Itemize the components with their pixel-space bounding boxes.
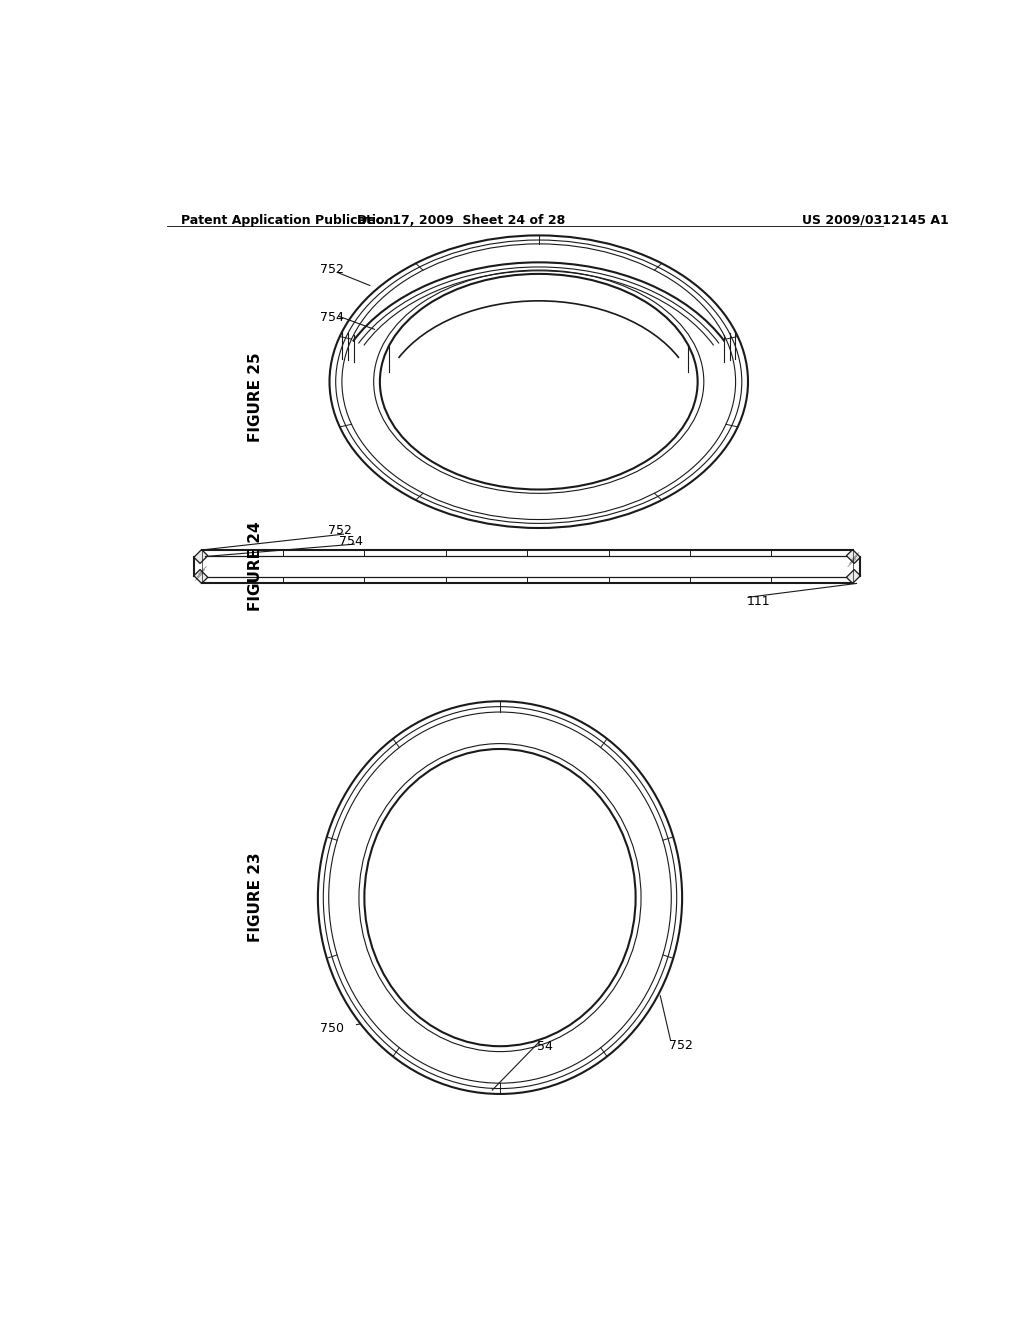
Polygon shape [194,549,208,564]
Polygon shape [847,549,860,564]
Text: 752: 752 [669,1039,693,1052]
Text: 750: 750 [321,1022,344,1035]
Text: FIGURE 25: FIGURE 25 [248,352,263,442]
Text: US 2009/0312145 A1: US 2009/0312145 A1 [802,214,949,227]
Text: 54: 54 [538,1040,553,1053]
Text: 752: 752 [321,263,344,276]
Polygon shape [194,570,208,583]
Text: 754: 754 [321,312,344,325]
Text: Patent Application Publication: Patent Application Publication [180,214,393,227]
Text: 111: 111 [746,594,770,607]
Text: 754: 754 [339,536,362,548]
Polygon shape [847,570,860,583]
Text: 752: 752 [328,524,352,537]
Text: FIGURE 24: FIGURE 24 [248,521,263,611]
Text: FIGURE 23: FIGURE 23 [248,853,263,942]
Text: Dec. 17, 2009  Sheet 24 of 28: Dec. 17, 2009 Sheet 24 of 28 [357,214,565,227]
